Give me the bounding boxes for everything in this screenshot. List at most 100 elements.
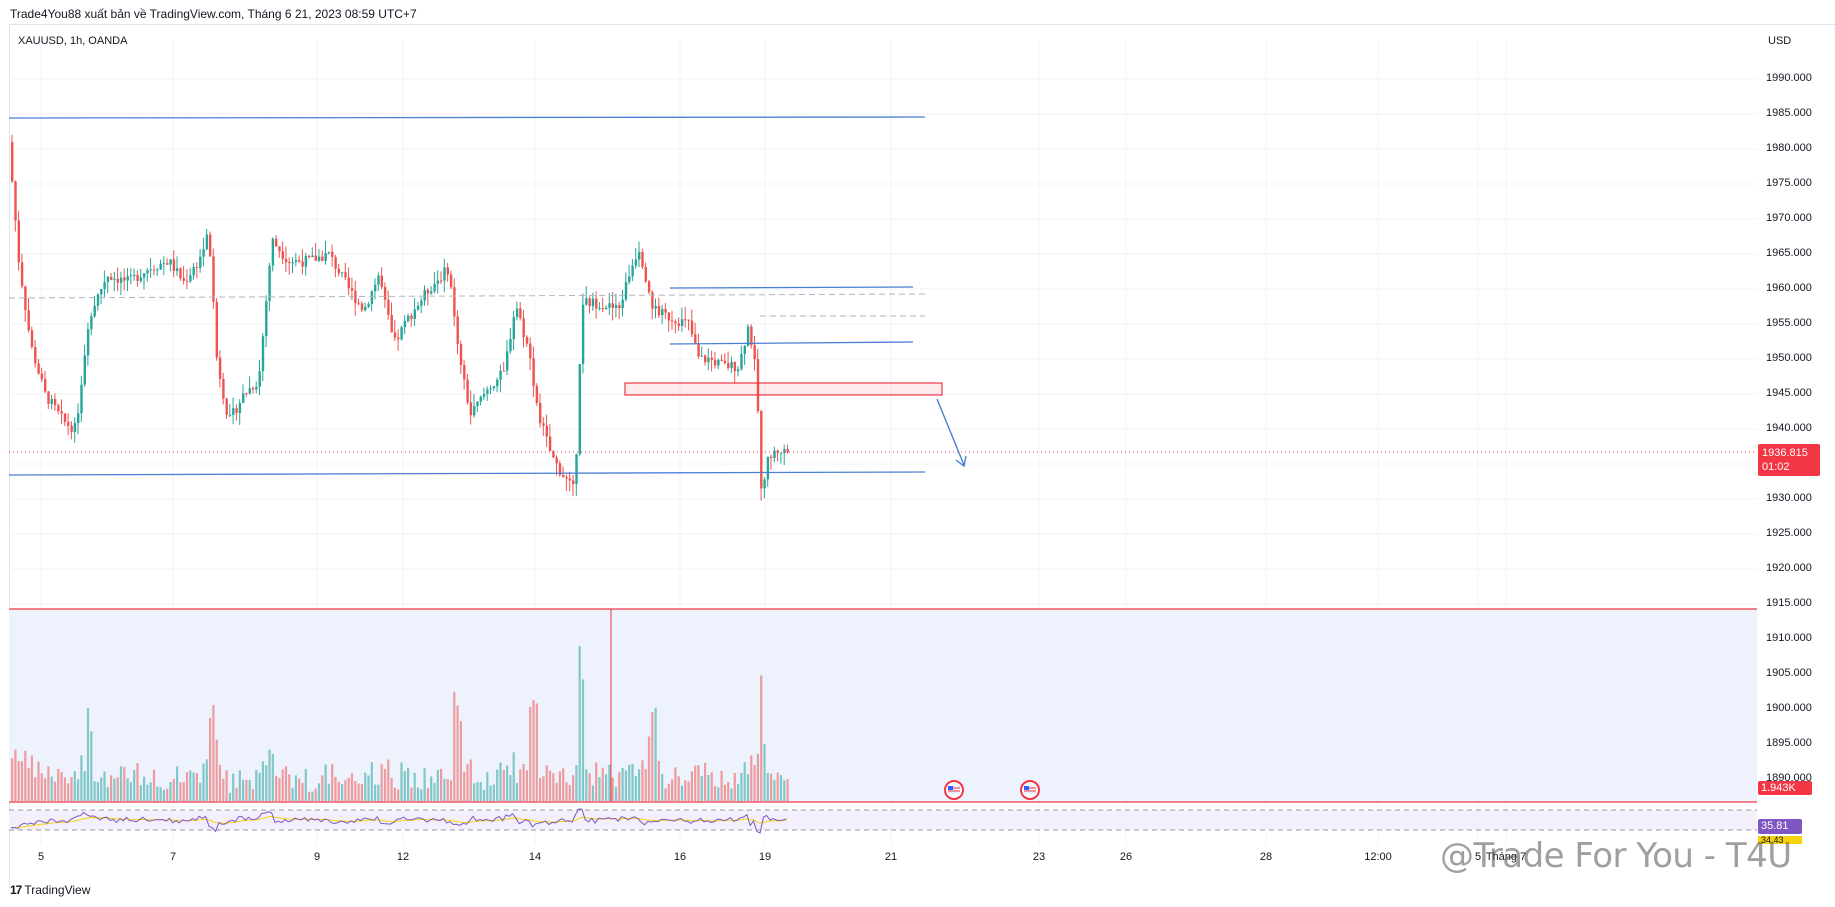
last-price-value: 1936.815 [1762,447,1808,459]
candle [205,228,209,251]
volume-bar [572,775,575,801]
candle [380,267,383,290]
volume-bar [364,772,367,801]
candle [783,444,786,466]
volume-bar [436,769,439,801]
volume-bar [281,769,284,801]
volume-bar [258,772,261,801]
candle [674,319,677,334]
candle [304,252,308,276]
volume-bar [730,788,733,801]
volume-bar [628,764,631,801]
volume-bar [212,705,215,801]
volume-bar [136,763,139,801]
volume-bar [786,779,789,801]
volume-bar [575,765,578,801]
volume-bar [96,782,99,801]
chart-pane[interactable] [9,24,1835,888]
candle [717,358,720,370]
volume-bar [63,777,66,801]
candle [70,421,73,440]
candle [704,354,707,366]
volume-bar [413,772,416,801]
volume-bar [651,712,654,801]
candle [426,288,430,306]
price-tick-label: 1970.000 [1766,212,1812,224]
volume-bar [532,700,535,801]
candle [519,301,522,321]
candle [53,393,57,411]
last-price-tag: 1936.815 01:02 [1758,444,1820,476]
volume-bar [634,776,637,801]
candle [281,241,284,265]
candle [77,403,80,435]
candle [321,250,324,262]
candle [298,255,301,263]
volume-bar [202,763,205,801]
volume-bar [506,765,509,801]
candle [515,301,519,321]
volume-bar [499,762,502,801]
candle [486,386,489,401]
price-tick-label: 1895.000 [1766,737,1812,749]
candle [756,348,760,414]
candle [786,444,789,454]
candle [60,399,63,425]
tradingview-logo[interactable]: 17 TradingView [10,883,90,897]
candle [133,268,136,281]
candle [502,362,506,372]
candle [334,254,337,278]
volume-bar [146,784,149,801]
volume-bar [704,762,707,801]
price-tick-label: 1975.000 [1766,177,1812,189]
volume-bar [344,780,347,801]
symbol-legend[interactable]: XAUUSD, 1h, OANDA [18,35,128,47]
volume-bar [17,761,20,801]
price-tick-label: 1920.000 [1766,562,1812,574]
candle [166,258,169,266]
candle [387,290,390,320]
candle [344,262,347,281]
volume-bar [453,692,456,801]
candle [34,340,37,368]
volume-bar [614,787,618,801]
price-tick-label: 1945.000 [1766,387,1812,399]
candle [614,293,618,318]
candle [416,302,420,312]
candle [354,280,357,316]
volume-bar [548,770,552,801]
price-tick-label: 1910.000 [1766,632,1812,644]
volume-bar [57,768,60,801]
volume-bar [611,777,614,801]
candle [199,249,202,273]
candle [100,288,103,304]
volume-bar [753,764,756,801]
candle [578,363,581,457]
volume-bar [24,750,27,801]
candle [172,250,176,278]
volume-value-tag: 1.943K [1758,781,1812,795]
volume-bar [595,762,598,801]
volume-bar [621,767,624,801]
candle [779,452,783,464]
volume-bar [397,789,400,801]
candle [671,310,674,330]
volume-bar [116,777,119,801]
candle [463,359,466,390]
price-tick-label: 1980.000 [1766,142,1812,154]
candle [568,471,572,492]
volume-bar [357,783,360,801]
volume-bar [291,787,294,801]
candle [47,390,50,410]
volume-bar [486,772,489,801]
candle [192,262,195,280]
volume-panel-background [9,609,1757,802]
bar-countdown: 01:02 [1762,461,1790,473]
candle [436,270,440,294]
time-tick-label: 23 [1032,851,1046,863]
candle [202,237,205,267]
range-bottom-line [669,341,914,345]
volume-bar [631,763,634,801]
volume-bar [690,771,693,801]
